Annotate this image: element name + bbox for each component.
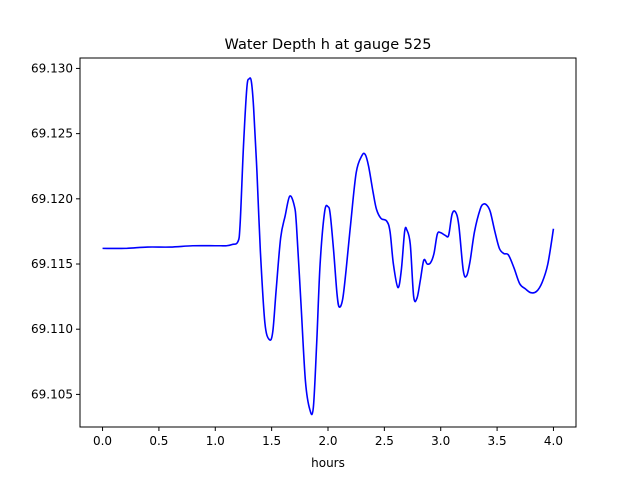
y-tick-label: 69.120 <box>31 192 73 206</box>
y-tick-label: 69.125 <box>31 127 73 141</box>
x-tick-label: 0.5 <box>149 434 168 448</box>
y-tick-label: 69.105 <box>31 387 73 401</box>
x-tick-label: 2.5 <box>375 434 394 448</box>
x-tick-label: 1.5 <box>262 434 281 448</box>
x-tick-label: 4.0 <box>544 434 563 448</box>
water-depth-series-line <box>102 77 555 416</box>
plot-frame <box>79 57 577 428</box>
plot-background <box>80 58 576 427</box>
x-axis-ticks: 0.0 0.5 1.0 1.5 2.0 2.5 3.0 3.5 4.0 <box>93 427 563 448</box>
y-axis-ticks: 69.105 69.110 69.115 69.120 69.125 69.130 <box>31 61 80 401</box>
x-tick-label: 3.0 <box>431 434 450 448</box>
x-tick-label: 3.5 <box>488 434 507 448</box>
x-tick-label: 2.0 <box>318 434 337 448</box>
chart-title: Water Depth h at gauge 525 <box>225 37 432 53</box>
x-tick-label: 1.0 <box>206 434 225 448</box>
y-tick-label: 69.115 <box>31 257 73 271</box>
y-tick-label: 69.130 <box>31 61 73 75</box>
x-tick-label: 0.0 <box>93 434 112 448</box>
x-axis-label: hours <box>311 456 345 470</box>
y-tick-label: 69.110 <box>31 322 73 336</box>
